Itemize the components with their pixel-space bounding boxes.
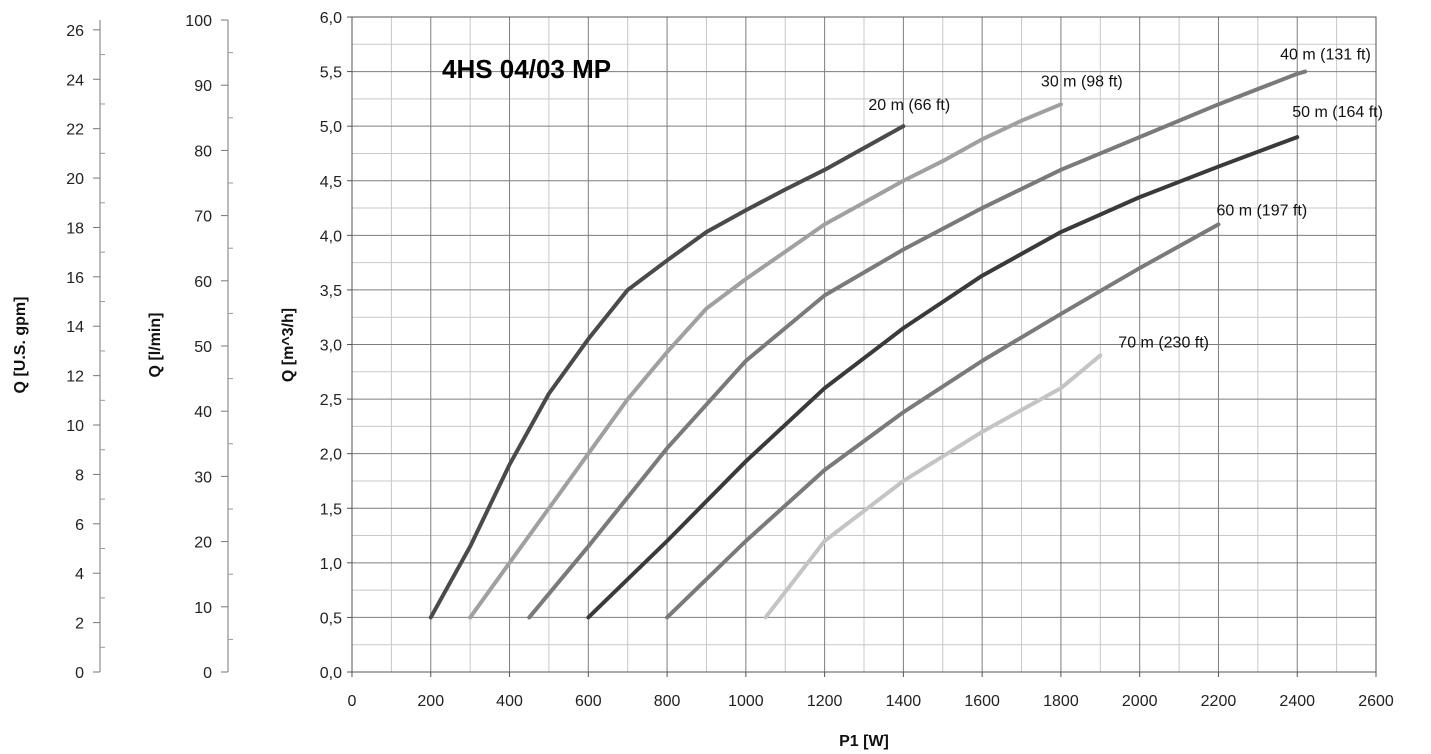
secondary-tick-label: 16 (66, 270, 84, 287)
series-line (468, 102, 1063, 620)
y-tick-label: 2,0 (320, 447, 342, 464)
secondary-tick-label: 24 (66, 72, 84, 89)
x-tick-label: 200 (417, 693, 444, 710)
secondary-tick-label: 0 (75, 665, 84, 682)
x-tick-label: 2200 (1201, 693, 1237, 710)
secondary-tick-label: 80 (194, 143, 212, 160)
x-tick-label: 600 (575, 693, 602, 710)
lmin-axis-title: Q [l/min] (147, 313, 164, 378)
series-line (527, 69, 1308, 620)
x-tick-label: 2600 (1358, 693, 1394, 710)
secondary-tick-label: 22 (66, 122, 84, 139)
chart-title: 4HS 04/03 MP (442, 54, 611, 84)
x-tick-label: 800 (654, 693, 681, 710)
x-axis-ticks: 0 200 400 600 800 1000 1200 1400 1600 1800 2000 220… (348, 672, 1394, 710)
series-line (763, 353, 1103, 620)
series-lines (428, 69, 1308, 620)
secondary-tick-label: 0 (203, 665, 212, 682)
secondary-tick-label: 10 (194, 600, 212, 617)
secondary-tick-label: 20 (66, 171, 84, 188)
x-tick-label: 1800 (1043, 693, 1079, 710)
y-tick-label: 4,0 (320, 228, 342, 245)
y-tick-label: 3,0 (320, 338, 342, 355)
series-label: 60 m (197 ft) (1216, 202, 1307, 219)
secondary-tick-label: 26 (66, 23, 84, 40)
x-tick-label: 1000 (728, 693, 764, 710)
secondary-tick-label: 10 (66, 418, 84, 435)
series-label: 30 m (98 ft) (1041, 73, 1123, 90)
y-tick-label: 0,0 (320, 665, 342, 682)
series-line (665, 222, 1221, 620)
y-tick-label: 0,5 (320, 610, 342, 627)
y-tick-label: 5,5 (320, 65, 342, 82)
secondary-tick-label: 40 (194, 404, 212, 421)
series-label: 70 m (230 ft) (1118, 334, 1209, 351)
series-label: 20 m (66 ft) (868, 97, 950, 114)
secondary-tick-label: 14 (66, 319, 84, 336)
secondary-tick-label: 4 (75, 566, 84, 583)
secondary-tick-label: 18 (66, 220, 84, 237)
y-tick-label: 2,5 (320, 392, 342, 409)
series-labels: 20 m (66 ft) 30 m (98 ft) 40 m (131 ft) 50 … (868, 47, 1383, 352)
y-axis-ticks: 0,0 0,5 1,0 1,5 2,0 2,5 3,0 3,5 4,0 4,5 5,0 5,5 6,0 (320, 10, 352, 682)
secondary-tick-label: 70 (194, 209, 212, 226)
x-tick-label: 1600 (964, 693, 1000, 710)
y-tick-label: 6,0 (320, 10, 342, 27)
gpm-axis-title: Q [U.S. gpm] (12, 297, 29, 394)
secondary-tick-label: 8 (75, 467, 84, 484)
secondary-axes: 0102030405060708090100024681012141618202… (66, 13, 233, 682)
y-tick-label: 3,5 (320, 283, 342, 300)
secondary-tick-label: 100 (185, 13, 212, 30)
secondary-tick-label: 2 (75, 616, 84, 633)
series-label: 40 m (131 ft) (1280, 47, 1371, 64)
secondary-tick-label: 30 (194, 469, 212, 486)
x-tick-label: 2000 (1122, 693, 1158, 710)
series-line (586, 135, 1300, 620)
x-tick-label: 1400 (886, 693, 922, 710)
secondary-tick-label: 90 (194, 78, 212, 95)
y-tick-label: 5,0 (320, 119, 342, 136)
x-axis-title: P1 [W] (839, 733, 889, 750)
series-line (428, 124, 906, 620)
y-tick-label: 1,5 (320, 501, 342, 518)
x-tick-label: 1200 (807, 693, 843, 710)
secondary-tick-label: 6 (75, 517, 84, 534)
y-axis-title: Q [m^3/h] (280, 308, 297, 382)
y-tick-label: 1,0 (320, 556, 342, 573)
secondary-tick-label: 50 (194, 339, 212, 356)
secondary-tick-label: 12 (66, 369, 84, 386)
secondary-tick-label: 60 (194, 274, 212, 291)
secondary-tick-label: 20 (194, 535, 212, 552)
x-tick-label: 2400 (1279, 693, 1315, 710)
x-tick-label: 0 (348, 693, 357, 710)
x-tick-label: 400 (496, 693, 523, 710)
y-tick-label: 4,5 (320, 174, 342, 191)
series-label: 50 m (164 ft) (1292, 104, 1383, 121)
